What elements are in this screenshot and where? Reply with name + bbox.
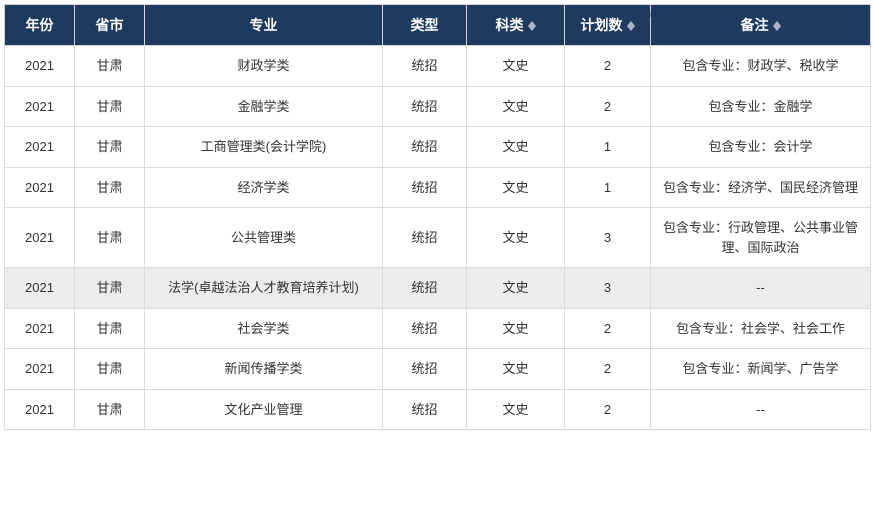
cell-major: 法学(卓越法治人才教育培养计划) bbox=[145, 268, 383, 309]
cell-remark: 包含专业：行政管理、公共事业管理、国际政治 bbox=[651, 208, 871, 268]
column-label: 省市 bbox=[96, 17, 124, 33]
cell-prov: 甘肃 bbox=[75, 208, 145, 268]
cell-type: 统招 bbox=[383, 46, 467, 87]
column-label: 类型 bbox=[411, 17, 439, 33]
cell-major: 工商管理类(会计学院) bbox=[145, 127, 383, 168]
cell-plan: 2 bbox=[565, 349, 651, 390]
cell-major: 社会学类 bbox=[145, 308, 383, 349]
cell-prov: 甘肃 bbox=[75, 308, 145, 349]
cell-remark: -- bbox=[651, 268, 871, 309]
cell-subj: 文史 bbox=[467, 86, 565, 127]
cell-year: 2021 bbox=[5, 127, 75, 168]
cell-remark: 包含专业：会计学 bbox=[651, 127, 871, 168]
cell-remark: -- bbox=[651, 389, 871, 430]
column-label: 科类 bbox=[496, 17, 524, 33]
cell-plan: 2 bbox=[565, 86, 651, 127]
cell-remark: 包含专业：财政学、税收学 bbox=[651, 46, 871, 87]
column-label: 计划数 bbox=[581, 17, 623, 33]
cell-remark: 包含专业：社会学、社会工作 bbox=[651, 308, 871, 349]
table-row[interactable]: 2021甘肃公共管理类统招文史3包含专业：行政管理、公共事业管理、国际政治 bbox=[5, 208, 871, 268]
cell-plan: 3 bbox=[565, 208, 651, 268]
cell-prov: 甘肃 bbox=[75, 268, 145, 309]
column-header-year: 年份 bbox=[5, 5, 75, 46]
cell-type: 统招 bbox=[383, 208, 467, 268]
cell-type: 统招 bbox=[383, 127, 467, 168]
cell-type: 统招 bbox=[383, 389, 467, 430]
cell-year: 2021 bbox=[5, 167, 75, 208]
table-row[interactable]: 2021甘肃金融学类统招文史2包含专业：金融学 bbox=[5, 86, 871, 127]
column-header-prov: 省市 bbox=[75, 5, 145, 46]
cell-type: 统招 bbox=[383, 308, 467, 349]
cell-major: 公共管理类 bbox=[145, 208, 383, 268]
cell-plan: 2 bbox=[565, 308, 651, 349]
sort-icon[interactable] bbox=[528, 21, 536, 31]
column-header-remark[interactable]: 备注 bbox=[651, 5, 871, 46]
sort-icon[interactable] bbox=[773, 21, 781, 31]
cell-plan: 1 bbox=[565, 167, 651, 208]
cell-subj: 文史 bbox=[467, 208, 565, 268]
cell-type: 统招 bbox=[383, 167, 467, 208]
column-header-major: 专业 bbox=[145, 5, 383, 46]
cell-major: 金融学类 bbox=[145, 86, 383, 127]
cell-major: 财政学类 bbox=[145, 46, 383, 87]
table-row[interactable]: 2021甘肃新闻传播学类统招文史2包含专业：新闻学、广告学 bbox=[5, 349, 871, 390]
cell-subj: 文史 bbox=[467, 268, 565, 309]
cell-subj: 文史 bbox=[467, 308, 565, 349]
cell-year: 2021 bbox=[5, 46, 75, 87]
cell-year: 2021 bbox=[5, 86, 75, 127]
cell-prov: 甘肃 bbox=[75, 46, 145, 87]
cell-subj: 文史 bbox=[467, 389, 565, 430]
table-row[interactable]: 2021甘肃经济学类统招文史1包含专业：经济学、国民经济管理 bbox=[5, 167, 871, 208]
column-header-plan[interactable]: 计划数 bbox=[565, 5, 651, 46]
cell-year: 2021 bbox=[5, 349, 75, 390]
cell-major: 文化产业管理 bbox=[145, 389, 383, 430]
cell-subj: 文史 bbox=[467, 349, 565, 390]
cell-prov: 甘肃 bbox=[75, 349, 145, 390]
cell-prov: 甘肃 bbox=[75, 167, 145, 208]
cell-plan: 3 bbox=[565, 268, 651, 309]
cell-remark: 包含专业：新闻学、广告学 bbox=[651, 349, 871, 390]
cell-subj: 文史 bbox=[467, 127, 565, 168]
data-table: 年份省市专业类型科类计划数备注 2021甘肃财政学类统招文史2包含专业：财政学、… bbox=[4, 4, 871, 430]
cell-prov: 甘肃 bbox=[75, 389, 145, 430]
table-row[interactable]: 2021甘肃财政学类统招文史2包含专业：财政学、税收学 bbox=[5, 46, 871, 87]
cell-year: 2021 bbox=[5, 268, 75, 309]
cell-plan: 2 bbox=[565, 389, 651, 430]
column-header-subj[interactable]: 科类 bbox=[467, 5, 565, 46]
column-label: 年份 bbox=[26, 17, 54, 33]
cell-subj: 文史 bbox=[467, 167, 565, 208]
cell-type: 统招 bbox=[383, 86, 467, 127]
cell-prov: 甘肃 bbox=[75, 86, 145, 127]
table-row[interactable]: 2021甘肃工商管理类(会计学院)统招文史1包含专业：会计学 bbox=[5, 127, 871, 168]
table-body: 2021甘肃财政学类统招文史2包含专业：财政学、税收学2021甘肃金融学类统招文… bbox=[5, 46, 871, 430]
cell-remark: 包含专业：金融学 bbox=[651, 86, 871, 127]
cell-type: 统招 bbox=[383, 349, 467, 390]
cell-prov: 甘肃 bbox=[75, 127, 145, 168]
cell-major: 经济学类 bbox=[145, 167, 383, 208]
column-label: 专业 bbox=[250, 17, 278, 33]
cell-major: 新闻传播学类 bbox=[145, 349, 383, 390]
column-label: 备注 bbox=[741, 17, 769, 33]
cell-plan: 2 bbox=[565, 46, 651, 87]
cell-remark: 包含专业：经济学、国民经济管理 bbox=[651, 167, 871, 208]
cell-plan: 1 bbox=[565, 127, 651, 168]
table-row[interactable]: 2021甘肃文化产业管理统招文史2-- bbox=[5, 389, 871, 430]
table-row[interactable]: 2021甘肃法学(卓越法治人才教育培养计划)统招文史3-- bbox=[5, 268, 871, 309]
cell-year: 2021 bbox=[5, 308, 75, 349]
sort-icon[interactable] bbox=[627, 21, 635, 31]
table-header-row: 年份 省市 专业 类型 科类 计划数 备注 bbox=[5, 5, 871, 46]
table-row[interactable]: 2021甘肃社会学类统招文史2包含专业：社会学、社会工作 bbox=[5, 308, 871, 349]
column-header-type: 类型 bbox=[383, 5, 467, 46]
cell-subj: 文史 bbox=[467, 46, 565, 87]
cell-year: 2021 bbox=[5, 208, 75, 268]
cell-year: 2021 bbox=[5, 389, 75, 430]
cell-type: 统招 bbox=[383, 268, 467, 309]
